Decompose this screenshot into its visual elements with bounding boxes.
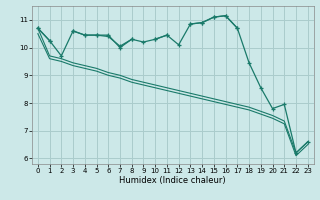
X-axis label: Humidex (Indice chaleur): Humidex (Indice chaleur) [119,176,226,185]
